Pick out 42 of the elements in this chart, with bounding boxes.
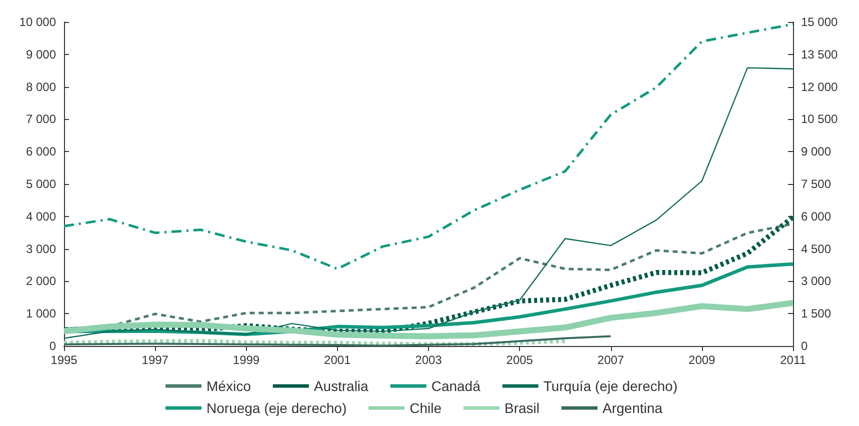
y2-tick-label: 1 500 [801, 306, 832, 321]
x-tick-label: 1995 [50, 353, 78, 367]
y2-tick-label: 0 [801, 339, 808, 353]
line-series [63, 335, 612, 347]
line-series [63, 67, 794, 339]
y2-tick-label: 4 500 [801, 242, 832, 256]
y-tick-label: 7 000 [26, 112, 56, 126]
x-tick-label: 1999 [232, 353, 260, 367]
y2-tick-label: 3 000 [801, 274, 832, 288]
x-tick-label: 2001 [324, 353, 352, 367]
y2-tick-label: 15 000 [801, 15, 838, 29]
x-tick-label: 2009 [688, 353, 716, 367]
y-tick-label: 9 000 [26, 47, 56, 62]
y2-tick-label: 13 500 [801, 47, 838, 62]
legend-label: Chile [410, 400, 442, 416]
line-series [62, 22, 794, 270]
legend-label: Argentina [602, 400, 663, 416]
x-tick-label: 1997 [142, 353, 169, 367]
y-tick-label: 6 000 [26, 144, 56, 159]
x-tick-label: 2005 [506, 353, 534, 367]
y-tick-label: 5 000 [26, 177, 56, 191]
y2-tick-label: 10 500 [801, 112, 838, 126]
y2-tick-label: 6 000 [801, 209, 832, 224]
legend-label: México [206, 378, 252, 394]
y2-tick-label: 12 000 [801, 80, 838, 94]
y-tick-label: 10 000 [19, 15, 56, 29]
x-tick-label: 2003 [415, 353, 442, 367]
legend-label: Turquía (eje derecho) [543, 378, 678, 394]
y-tick-label: 2 000 [26, 274, 56, 288]
y-tick-label: 4 000 [26, 209, 56, 224]
legend-label: Noruega (eje derecho) [206, 400, 347, 416]
y-tick-label: 1 000 [26, 306, 56, 321]
y-tick-label: 8 000 [26, 80, 56, 94]
legend-label: Canadá [431, 378, 481, 394]
y-tick-label: 0 [49, 339, 56, 353]
x-tick-label: 2007 [597, 353, 624, 367]
y2-tick-label: 7 500 [801, 177, 832, 191]
y-tick-label: 3 000 [26, 242, 56, 256]
x-tick-label: 2011 [780, 353, 806, 367]
y2-tick-label: 9 000 [801, 144, 832, 159]
legend-label: Australia [314, 378, 369, 394]
legend-label: Brasil [504, 400, 540, 416]
